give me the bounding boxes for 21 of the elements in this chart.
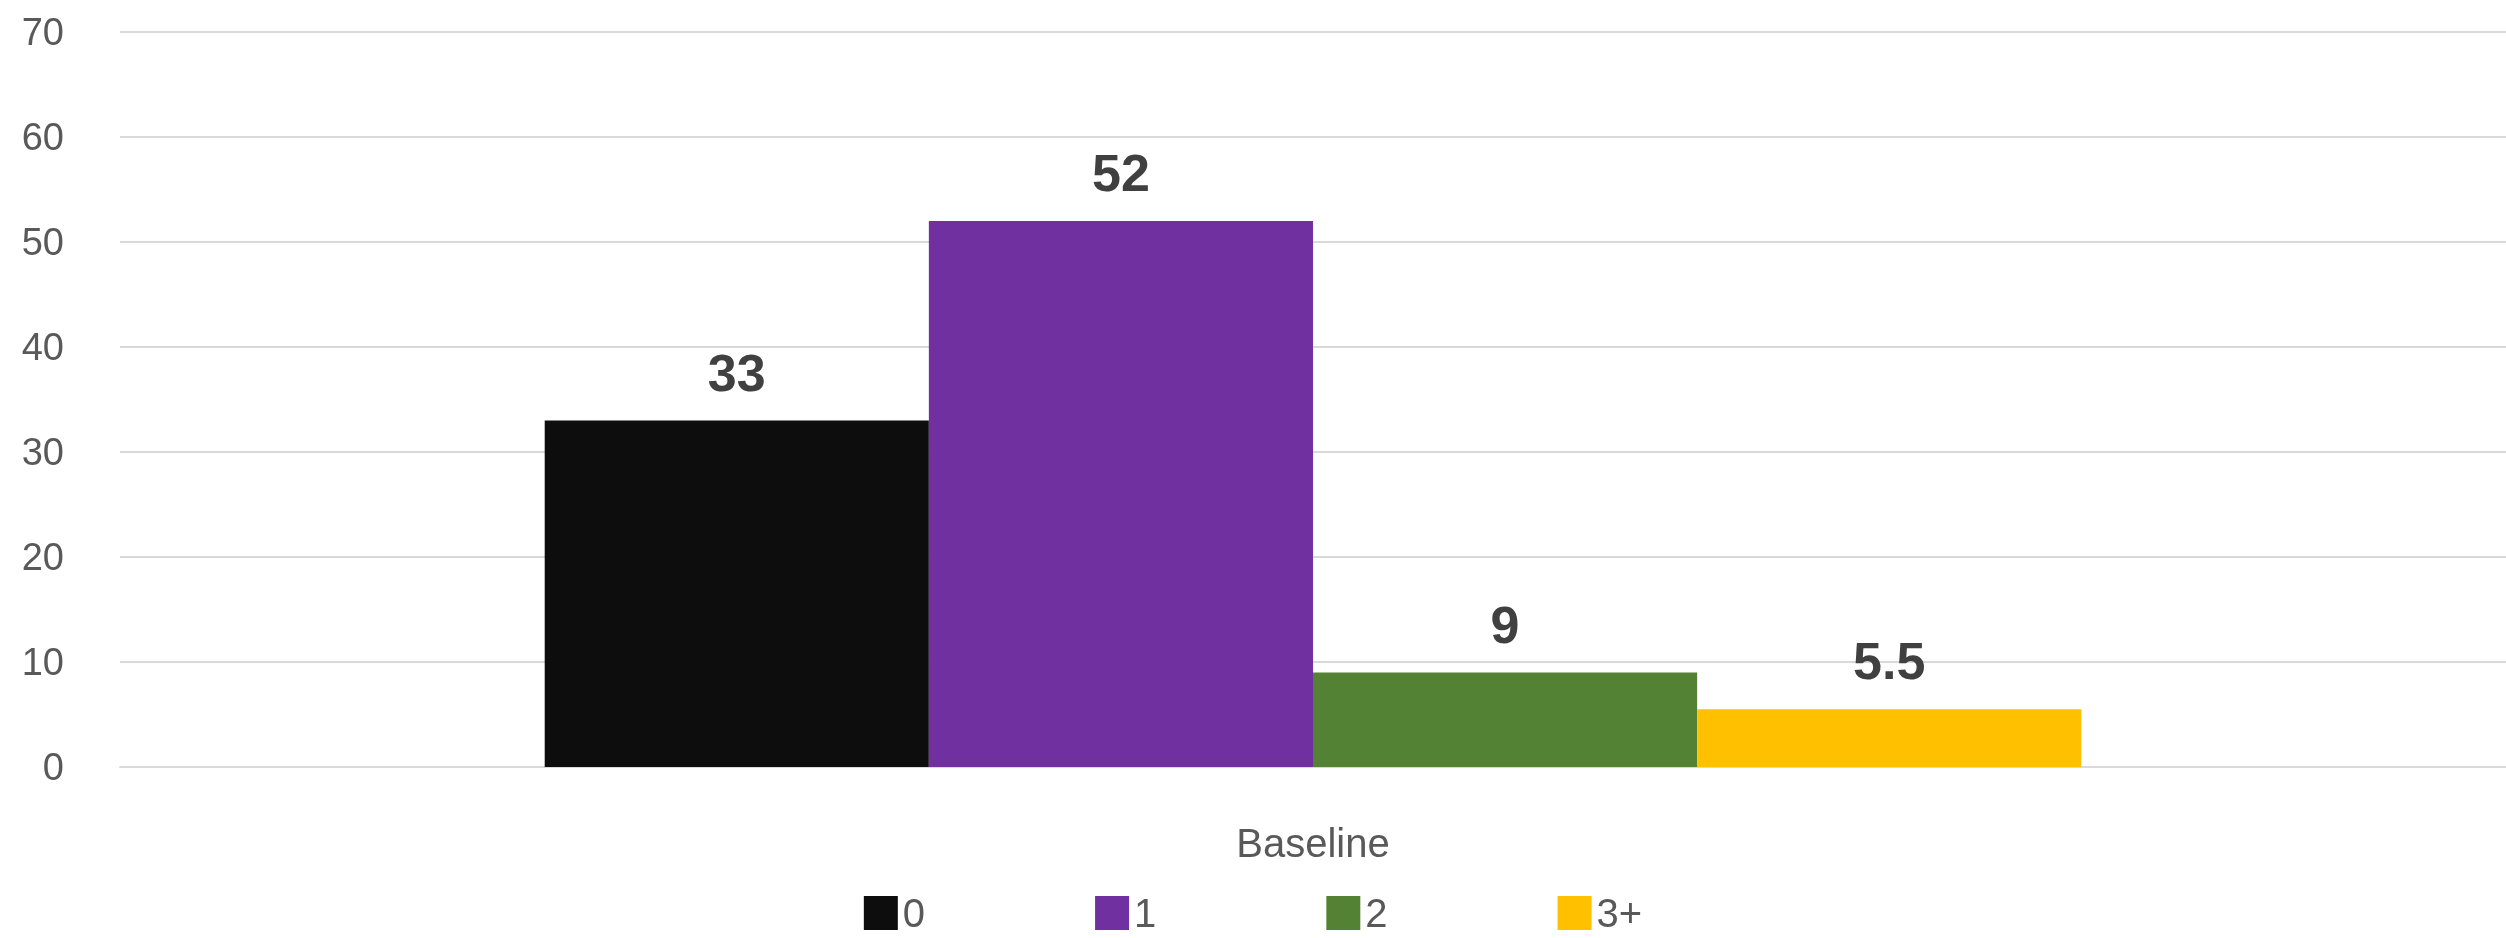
bar: [1697, 709, 2082, 767]
y-tick-label: 70: [21, 11, 64, 53]
y-tick-label: 60: [21, 116, 64, 158]
data-label: 52: [1092, 144, 1150, 202]
y-tick-label: 30: [21, 431, 64, 473]
legend-label: 2: [1365, 891, 1388, 935]
y-tick-label: 50: [21, 221, 64, 263]
data-label: 9: [1490, 595, 1520, 654]
bar: [544, 420, 929, 767]
y-tick-label: 10: [21, 641, 64, 683]
legend-label: 1: [1134, 891, 1157, 935]
bar: [928, 221, 1313, 767]
legend-label: 3+: [1596, 891, 1643, 935]
y-tick-label: 20: [21, 536, 64, 578]
data-label: 33: [707, 343, 766, 402]
bar: [1313, 672, 1698, 767]
x-tick-label: Baseline: [1236, 821, 1390, 865]
y-tick-label: 0: [42, 746, 64, 788]
y-tick-label: 40: [21, 326, 64, 368]
data-label: 5.5: [1853, 632, 1926, 691]
legend-label: 0: [902, 891, 926, 935]
